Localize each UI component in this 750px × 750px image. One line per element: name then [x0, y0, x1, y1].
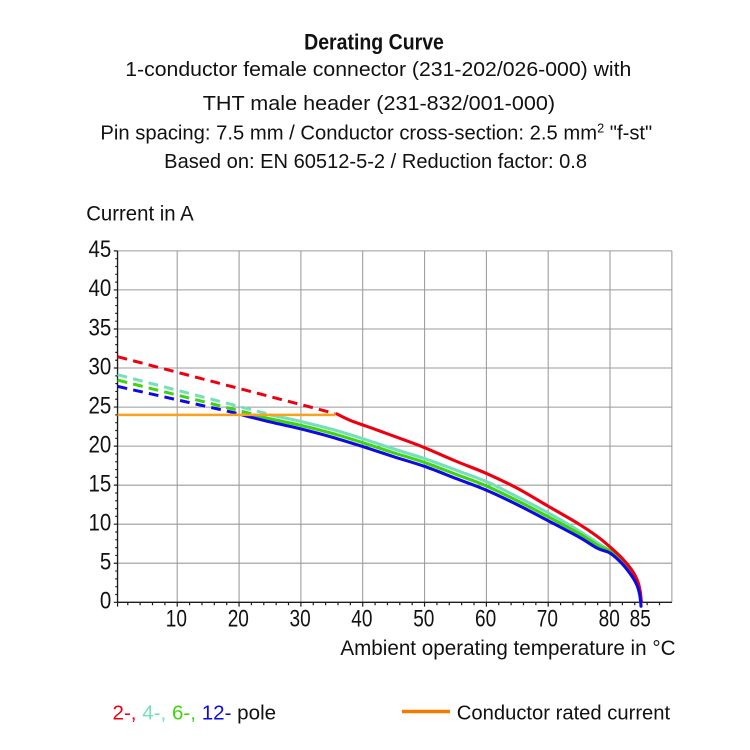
svg-text:30: 30: [89, 353, 112, 380]
svg-text:20: 20: [228, 605, 249, 633]
svg-text:2-, 4-, 6-, 12- pole: 2-, 4-, 6-, 12- pole: [113, 701, 277, 724]
svg-text:1-conductor female connector (: 1-conductor female connector (231-202/02…: [125, 58, 631, 81]
svg-text:30: 30: [290, 605, 311, 633]
svg-text:45: 45: [89, 236, 112, 263]
svg-text:10: 10: [89, 509, 112, 536]
svg-text:50: 50: [413, 605, 434, 633]
svg-text:Based on: EN 60512-5-2 / Reduc: Based on: EN 60512-5-2 / Reduction facto…: [164, 151, 587, 173]
svg-text:Pin spacing: 7.5 mm / Conducto: Pin spacing: 7.5 mm / Conductor cross-se…: [100, 120, 652, 144]
svg-text:Current in A: Current in A: [86, 202, 194, 225]
svg-text:20: 20: [89, 431, 112, 458]
svg-text:60: 60: [475, 605, 496, 633]
svg-text:5: 5: [100, 548, 111, 575]
svg-text:80: 80: [599, 605, 620, 633]
svg-text:85: 85: [630, 605, 651, 633]
svg-text:15: 15: [89, 470, 112, 497]
svg-text:Ambient operating temperature: Ambient operating temperature in °C: [340, 637, 675, 660]
svg-text:THT male header (231-832/001-0: THT male header (231-832/001-000): [203, 92, 555, 114]
svg-text:0: 0: [100, 587, 111, 614]
svg-text:35: 35: [89, 314, 112, 341]
svg-text:25: 25: [89, 392, 112, 419]
svg-text:Conductor rated current: Conductor rated current: [457, 702, 671, 724]
svg-text:10: 10: [166, 605, 187, 633]
svg-text:40: 40: [351, 605, 372, 633]
svg-text:Derating Curve: Derating Curve: [304, 30, 444, 54]
svg-text:70: 70: [537, 605, 558, 633]
svg-text:40: 40: [89, 275, 112, 302]
